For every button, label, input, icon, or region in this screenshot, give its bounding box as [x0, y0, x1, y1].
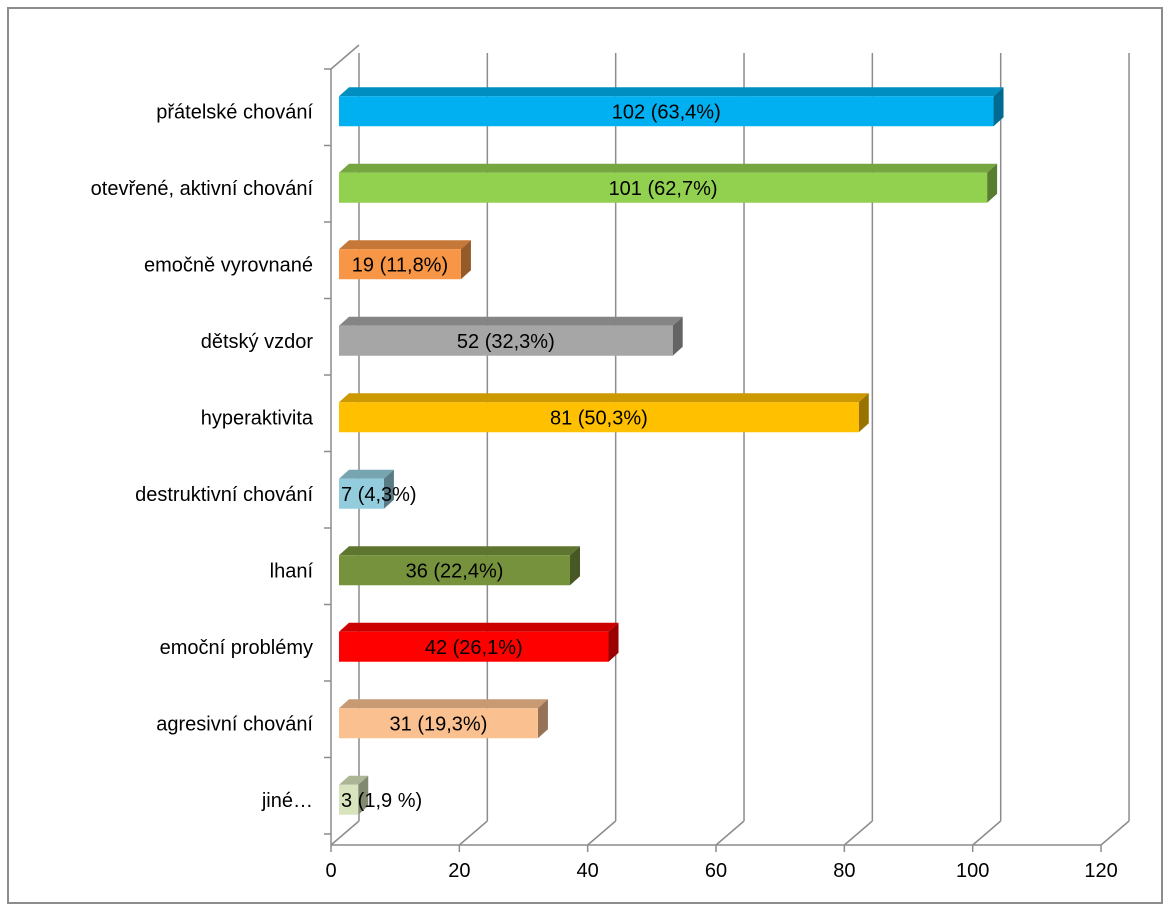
bar-top-face: [339, 316, 683, 326]
data-label: 7 (4,3%): [341, 484, 417, 506]
bar-top-face: [339, 163, 998, 173]
bar-chart: 0 20 40 60 80 100 120 přátelské chování 102 (63,…: [91, 44, 1130, 882]
bar: [339, 402, 859, 433]
category-label: emočně vyrovnané: [144, 254, 313, 276]
x-tick-label: 20: [448, 860, 470, 882]
category-label: jiné…: [261, 790, 313, 812]
labels: 0 20 40 60 80 100 120 přátelské chování 102 (63,…: [91, 101, 1118, 882]
floor-gridline: [1100, 820, 1130, 846]
data-label: 42 (26,1%): [425, 637, 523, 659]
x-tick-label: 120: [1084, 860, 1117, 882]
axes: [324, 44, 1102, 852]
bar-side-face: [358, 775, 369, 815]
category-label: emoční problémy: [160, 637, 313, 659]
bar-side-face: [570, 546, 581, 586]
bar-side-face: [858, 393, 869, 433]
category-label: destruktivní chování: [135, 484, 313, 506]
bar-side-face: [672, 316, 683, 356]
bar-top-face: [339, 622, 619, 632]
data-label: 3 (1,9 %): [341, 790, 422, 812]
floor-gridline: [587, 820, 617, 846]
data-label: 101 (62,7%): [609, 178, 718, 200]
category-label: přátelské chování: [156, 101, 313, 123]
bar-top-face: [339, 546, 581, 556]
floor-gridline: [458, 820, 488, 846]
x-tick-label: 80: [833, 860, 855, 882]
data-label: 31 (19,3%): [390, 713, 488, 735]
bar: [339, 478, 384, 509]
bar-side-face: [537, 699, 548, 739]
bar-side-face: [993, 87, 1004, 127]
floor-gridline: [330, 820, 360, 846]
x-tick-label: 40: [577, 860, 599, 882]
wall-top-edge: [330, 44, 360, 70]
data-label: 19 (11,8%): [352, 254, 448, 276]
category-label: lhaní: [270, 560, 314, 582]
bar-top-face: [339, 87, 1004, 97]
bar-side-face: [383, 469, 394, 509]
bars: [339, 87, 1004, 815]
x-tick-label: 60: [705, 860, 727, 882]
bar: [339, 172, 988, 203]
chart-frame: 0 20 40 60 80 100 120 přátelské chování 102 (63,…: [7, 7, 1163, 904]
floor-gridline: [715, 820, 745, 846]
data-label: 52 (32,3%): [457, 331, 555, 353]
bar-side-face: [987, 163, 998, 203]
bar: [339, 784, 359, 815]
floor-gridline: [843, 820, 873, 846]
bar: [339, 555, 571, 586]
bar-top-face: [339, 699, 548, 709]
category-label: hyperaktivita: [201, 407, 314, 429]
data-label: 36 (22,4%): [406, 560, 504, 582]
x-tick-label: 0: [325, 860, 336, 882]
category-label: otevřené, aktivní chování: [91, 178, 314, 200]
bar-top-face: [339, 240, 471, 250]
data-label: 81 (50,3%): [550, 407, 648, 429]
bar-side-face: [460, 240, 471, 280]
category-label: dětský vzdor: [201, 331, 314, 353]
bar: [339, 249, 461, 280]
bar: [339, 96, 994, 127]
bar-top-face: [339, 469, 394, 479]
category-label: agresivní chování: [156, 713, 313, 735]
bar-top-face: [339, 393, 869, 403]
x-tick-label: 100: [956, 860, 989, 882]
bar: [339, 325, 673, 356]
bar: [339, 631, 609, 662]
bar-side-face: [608, 622, 619, 662]
floor-gridline: [972, 820, 1002, 846]
bar: [339, 708, 538, 739]
bar-top-face: [339, 775, 369, 785]
data-label: 102 (63,4%): [612, 101, 721, 123]
